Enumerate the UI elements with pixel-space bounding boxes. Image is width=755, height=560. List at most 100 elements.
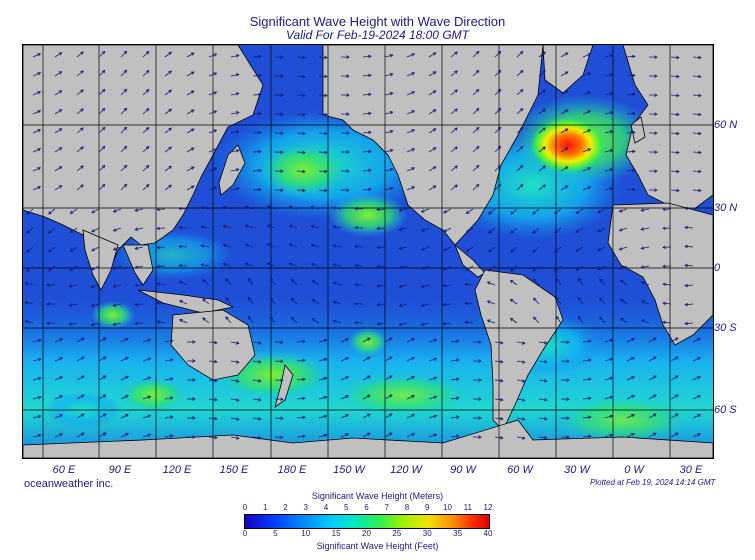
wave-direction-arrow — [76, 356, 85, 362]
wave-direction-arrow — [648, 169, 658, 173]
wave-direction-arrow — [494, 88, 502, 96]
wave-direction-arrow — [486, 281, 496, 286]
wave-direction-arrow — [509, 298, 518, 305]
map-title: Significant Wave Height with Wave Direct… — [249, 14, 506, 29]
wave-direction-arrow — [76, 413, 85, 419]
longitude-label: 150 E — [219, 464, 249, 476]
wave-direction-arrow — [619, 279, 628, 286]
wave-direction-arrow — [640, 300, 650, 305]
latitude-label: 30 S — [714, 322, 737, 334]
wave-direction-arrow — [252, 92, 262, 97]
wave-direction-arrow — [618, 246, 628, 251]
wave-direction-arrow — [32, 357, 42, 362]
wave-direction-arrow — [472, 50, 480, 58]
wave-direction-arrow — [582, 434, 592, 439]
wave-direction-arrow — [362, 111, 372, 116]
wave-direction-arrow — [120, 394, 129, 400]
wave-direction-arrow — [670, 74, 680, 79]
wave-direction-arrow — [69, 227, 78, 233]
wave-direction-arrow — [443, 208, 452, 214]
wave-direction-arrow — [134, 227, 144, 231]
wave-direction-arrow — [156, 282, 166, 286]
wave-direction-arrow — [76, 70, 84, 77]
japan — [218, 144, 246, 196]
wave-direction-arrow — [142, 395, 152, 400]
wave-direction-arrow — [604, 72, 614, 77]
wave-direction-arrow — [428, 90, 437, 96]
north-atlantic-peak — [530, 117, 606, 173]
wave-direction-arrow — [186, 416, 196, 420]
wave-direction-arrow — [98, 375, 107, 381]
legend-meter-tick: 6 — [364, 503, 369, 512]
wave-direction-arrow — [142, 376, 152, 381]
wave-direction-arrow — [398, 208, 408, 212]
wave-direction-arrow — [510, 227, 518, 234]
latitude-label: 60 N — [714, 119, 738, 131]
wave-direction-arrow — [340, 74, 350, 78]
wave-direction-arrow — [98, 50, 106, 58]
wave-direction-arrow — [619, 298, 628, 305]
wave-direction-arrow — [406, 375, 415, 381]
wave-direction-arrow — [252, 149, 262, 154]
wave-direction-arrow — [54, 376, 64, 381]
wave-direction-arrow — [450, 89, 458, 96]
wave-direction-arrow — [692, 433, 702, 438]
wave-direction-arrow — [208, 91, 218, 96]
wave-direction-arrow — [164, 146, 173, 153]
wave-direction-arrow — [310, 262, 320, 267]
wave-direction-arrow — [442, 283, 452, 288]
wave-direction-arrow — [46, 302, 56, 306]
wave-direction-arrow — [516, 417, 526, 421]
wave-direction-arrow — [310, 243, 320, 248]
wave-direction-arrow — [120, 413, 129, 419]
wave-direction-arrow — [428, 338, 438, 343]
wave-direction-arrow — [684, 302, 694, 307]
wave-direction-arrow — [76, 89, 84, 96]
wave-direction-arrow — [472, 145, 480, 153]
longitude-label: 120 W — [390, 464, 422, 476]
wave-direction-arrow — [120, 107, 128, 115]
wave-direction-arrow — [648, 413, 657, 419]
wave-direction-arrow — [98, 337, 107, 343]
wave-direction-arrow — [626, 338, 635, 343]
wave-direction-arrow — [626, 376, 635, 381]
wave-direction-arrow — [538, 146, 546, 153]
wave-direction-arrow — [274, 169, 284, 173]
wave-direction-arrow — [618, 265, 628, 270]
wave-direction-arrow — [684, 321, 694, 326]
map-canvas — [23, 45, 713, 458]
wave-direction-arrow — [318, 169, 328, 174]
wave-direction-arrow — [318, 112, 328, 117]
legend-feet-tick: 30 — [422, 529, 432, 538]
wave-direction-arrow — [252, 187, 262, 192]
wave-direction-arrow — [362, 356, 371, 362]
wave-direction-arrow — [626, 168, 636, 173]
wave-direction-arrow — [318, 414, 328, 419]
wave-direction-arrow — [538, 51, 546, 58]
wave-direction-arrow — [575, 227, 584, 233]
wave-direction-arrow — [208, 148, 218, 153]
wave-direction-arrow — [538, 397, 548, 402]
wave-direction-arrow — [384, 413, 393, 419]
wave-direction-arrow — [120, 183, 128, 191]
wave-direction-arrow — [178, 225, 188, 230]
wave-direction-arrow — [538, 70, 546, 77]
wave-direction-arrow — [318, 433, 328, 438]
wave-direction-arrow — [230, 341, 240, 345]
latitude-label: 0 — [714, 262, 721, 274]
wave-direction-arrow — [692, 414, 702, 419]
wave-direction-arrow — [516, 88, 524, 96]
wave-direction-arrow — [406, 394, 415, 400]
latitude-label: 30 N — [714, 202, 738, 214]
wave-direction-arrow — [494, 359, 504, 364]
wave-direction-arrow — [54, 357, 64, 362]
wave-direction-arrow — [98, 413, 107, 419]
wave-direction-arrow — [472, 126, 480, 134]
wave-direction-arrow — [340, 338, 350, 343]
wave-direction-arrow — [225, 297, 232, 305]
wave-direction-arrow — [202, 317, 210, 324]
wave-direction-arrow — [398, 322, 408, 327]
wave-direction-arrow — [640, 281, 650, 286]
wave-direction-arrow — [252, 436, 262, 440]
wave-direction-arrow — [450, 339, 460, 343]
